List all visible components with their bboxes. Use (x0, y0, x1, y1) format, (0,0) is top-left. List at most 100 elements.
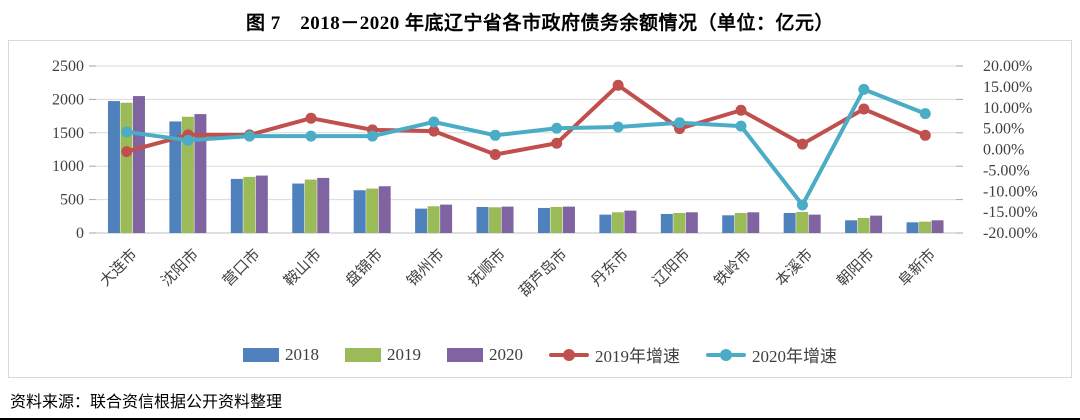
svg-text:500: 500 (60, 192, 84, 209)
bar-2019-盘锦市 (366, 188, 379, 233)
svg-text:0: 0 (76, 225, 84, 242)
point-2020年增速-鞍山市 (305, 130, 317, 142)
bar-2018-铁岭市 (722, 215, 735, 233)
legend-bar-swatch (447, 347, 483, 362)
point-2019年增速-丹东市 (612, 79, 624, 91)
bar-2020-沈阳市 (194, 114, 207, 233)
legend-line-swatch (706, 348, 746, 361)
bar-2019-大连市 (120, 102, 133, 233)
legend-marker-dot (720, 348, 732, 361)
legend-marker-dot (563, 348, 575, 361)
bar-2018-丹东市 (599, 214, 612, 233)
left-axis-labels: 0 500 1000 1500 2000 2500 (52, 58, 84, 242)
svg-text:-10.00%: -10.00% (983, 183, 1038, 200)
bar-2019-铁岭市 (734, 212, 747, 233)
point-2020年增速-铁岭市 (735, 120, 747, 132)
svg-text:15.00%: 15.00% (983, 79, 1032, 96)
point-2020年增速-大连市 (121, 126, 133, 138)
bar-2019-鞍山市 (304, 179, 317, 233)
chart-legend: 2018 2019 2020 2019年增速 2020年增速 (9, 342, 1071, 367)
combo-chart-svg: 0 500 1000 1500 2000 2500 20.00% 15.00% 10.00% 5.… (52, 58, 1038, 300)
bar-2019-辽阳市 (673, 212, 686, 233)
svg-text:葫芦岛市: 葫芦岛市 (516, 246, 570, 300)
svg-text:本溪市: 本溪市 (772, 246, 816, 290)
point-2020年增速-盘锦市 (366, 130, 378, 142)
bar-2018-大连市 (107, 101, 120, 233)
svg-text:10.00%: 10.00% (983, 100, 1032, 117)
point-2020年增速-锦州市 (428, 116, 440, 128)
point-2019年增速-朝阳市 (858, 103, 870, 115)
svg-text:盘锦市: 盘锦市 (342, 245, 387, 290)
point-2019年增速-阜新市 (919, 129, 931, 141)
bar-2018-阜新市 (906, 222, 919, 233)
svg-text:20.00%: 20.00% (983, 58, 1032, 75)
bar-2020-铁岭市 (747, 212, 760, 233)
legend-label: 2019 (387, 344, 421, 364)
svg-text:-5.00%: -5.00% (983, 162, 1030, 179)
bar-2020-鞍山市 (317, 177, 330, 233)
bar-2018-沈阳市 (169, 121, 182, 233)
bar-2018-营口市 (230, 178, 243, 233)
legend-item-2018: 2018 (243, 345, 319, 365)
bar-2018-辽阳市 (660, 213, 673, 233)
point-2020年增速-本溪市 (796, 199, 808, 211)
right-axis-labels: 20.00% 15.00% 10.00% 5.00% 0.00% -5.00% -10.00… (983, 58, 1038, 242)
bar-2020-锦州市 (440, 204, 453, 233)
legend-label: 2020年增速 (752, 347, 837, 366)
point-2020年增速-辽阳市 (674, 117, 686, 129)
bar-2018-鞍山市 (292, 183, 305, 233)
point-2020年增速-沈阳市 (182, 134, 194, 146)
legend-item-2020: 2020 (447, 345, 523, 365)
point-2020年增速-抚顺市 (489, 129, 501, 141)
bar-2020-抚顺市 (501, 206, 514, 233)
svg-text:2000: 2000 (52, 91, 84, 108)
svg-text:丹东市: 丹东市 (588, 246, 632, 290)
svg-text:大连市: 大连市 (97, 246, 141, 290)
svg-text:阜新市: 阜新市 (895, 246, 939, 290)
legend-bar-swatch (345, 347, 381, 362)
point-2020年增速-葫芦岛市 (551, 122, 563, 134)
legend-item-2019: 2019 (345, 345, 421, 365)
point-2019年增速-抚顺市 (489, 149, 501, 161)
bar-2020-盘锦市 (378, 186, 391, 233)
bar-2019-葫芦岛市 (550, 206, 563, 233)
line-series-2019年增速 (121, 79, 931, 161)
chart-title: 图 7 2018－2020 年底辽宁省各市政府债务余额情况（单位：亿元） (245, 13, 834, 34)
bar-2019-阜新市 (919, 221, 932, 233)
bar-2018-朝阳市 (845, 220, 858, 233)
point-2020年增速-营口市 (244, 130, 256, 142)
bar-2020-大连市 (132, 96, 145, 233)
svg-text:-20.00%: -20.00% (983, 225, 1038, 242)
svg-text:锦州市: 锦州市 (404, 246, 448, 290)
bar-2020-丹东市 (624, 210, 637, 233)
legend-label: 2020 (489, 344, 523, 364)
legend-item-2020年增速: 2020年增速 (706, 342, 837, 367)
legend-label: 2018 (285, 344, 319, 364)
bar-2019-朝阳市 (857, 217, 870, 233)
bar-series-2020 (132, 96, 944, 233)
svg-text:抚顺市: 抚顺市 (465, 246, 509, 290)
svg-text:2500: 2500 (52, 58, 84, 75)
bar-2018-锦州市 (415, 208, 428, 233)
legend-bar-swatch (243, 347, 279, 362)
svg-text:-15.00%: -15.00% (983, 204, 1038, 221)
line-series-2020年增速 (121, 83, 931, 211)
svg-text:1500: 1500 (52, 125, 84, 142)
bar-2020-辽阳市 (685, 212, 698, 233)
bar-2018-盘锦市 (353, 190, 366, 233)
bar-2020-阜新市 (931, 220, 944, 233)
svg-text:朝阳市: 朝阳市 (834, 246, 878, 290)
category-labels: 大连市 沈阳市 营口市 鞍山市 盘锦市 锦州市 抚顺市 葫芦岛市 丹东市 辽阳市 铁岭市 本溪市 朝阳市… (97, 245, 939, 300)
legend-label: 2019年增速 (595, 347, 680, 366)
point-2019年增速-大连市 (121, 146, 133, 158)
source-note: 资料来源：联合资信根据公开资料整理 (10, 394, 283, 411)
chart-area: 0 500 1000 1500 2000 2500 20.00% 15.00% 10.00% 5.… (8, 40, 1072, 378)
svg-text:1000: 1000 (52, 158, 84, 175)
legend-line-swatch (549, 348, 589, 361)
svg-text:沈阳市: 沈阳市 (158, 246, 202, 290)
bar-series-2018 (107, 101, 919, 233)
point-2020年增速-朝阳市 (858, 83, 870, 95)
point-2019年增速-本溪市 (796, 138, 808, 150)
svg-text:鞍山市: 鞍山市 (281, 246, 325, 290)
point-2019年增速-葫芦岛市 (551, 137, 563, 149)
